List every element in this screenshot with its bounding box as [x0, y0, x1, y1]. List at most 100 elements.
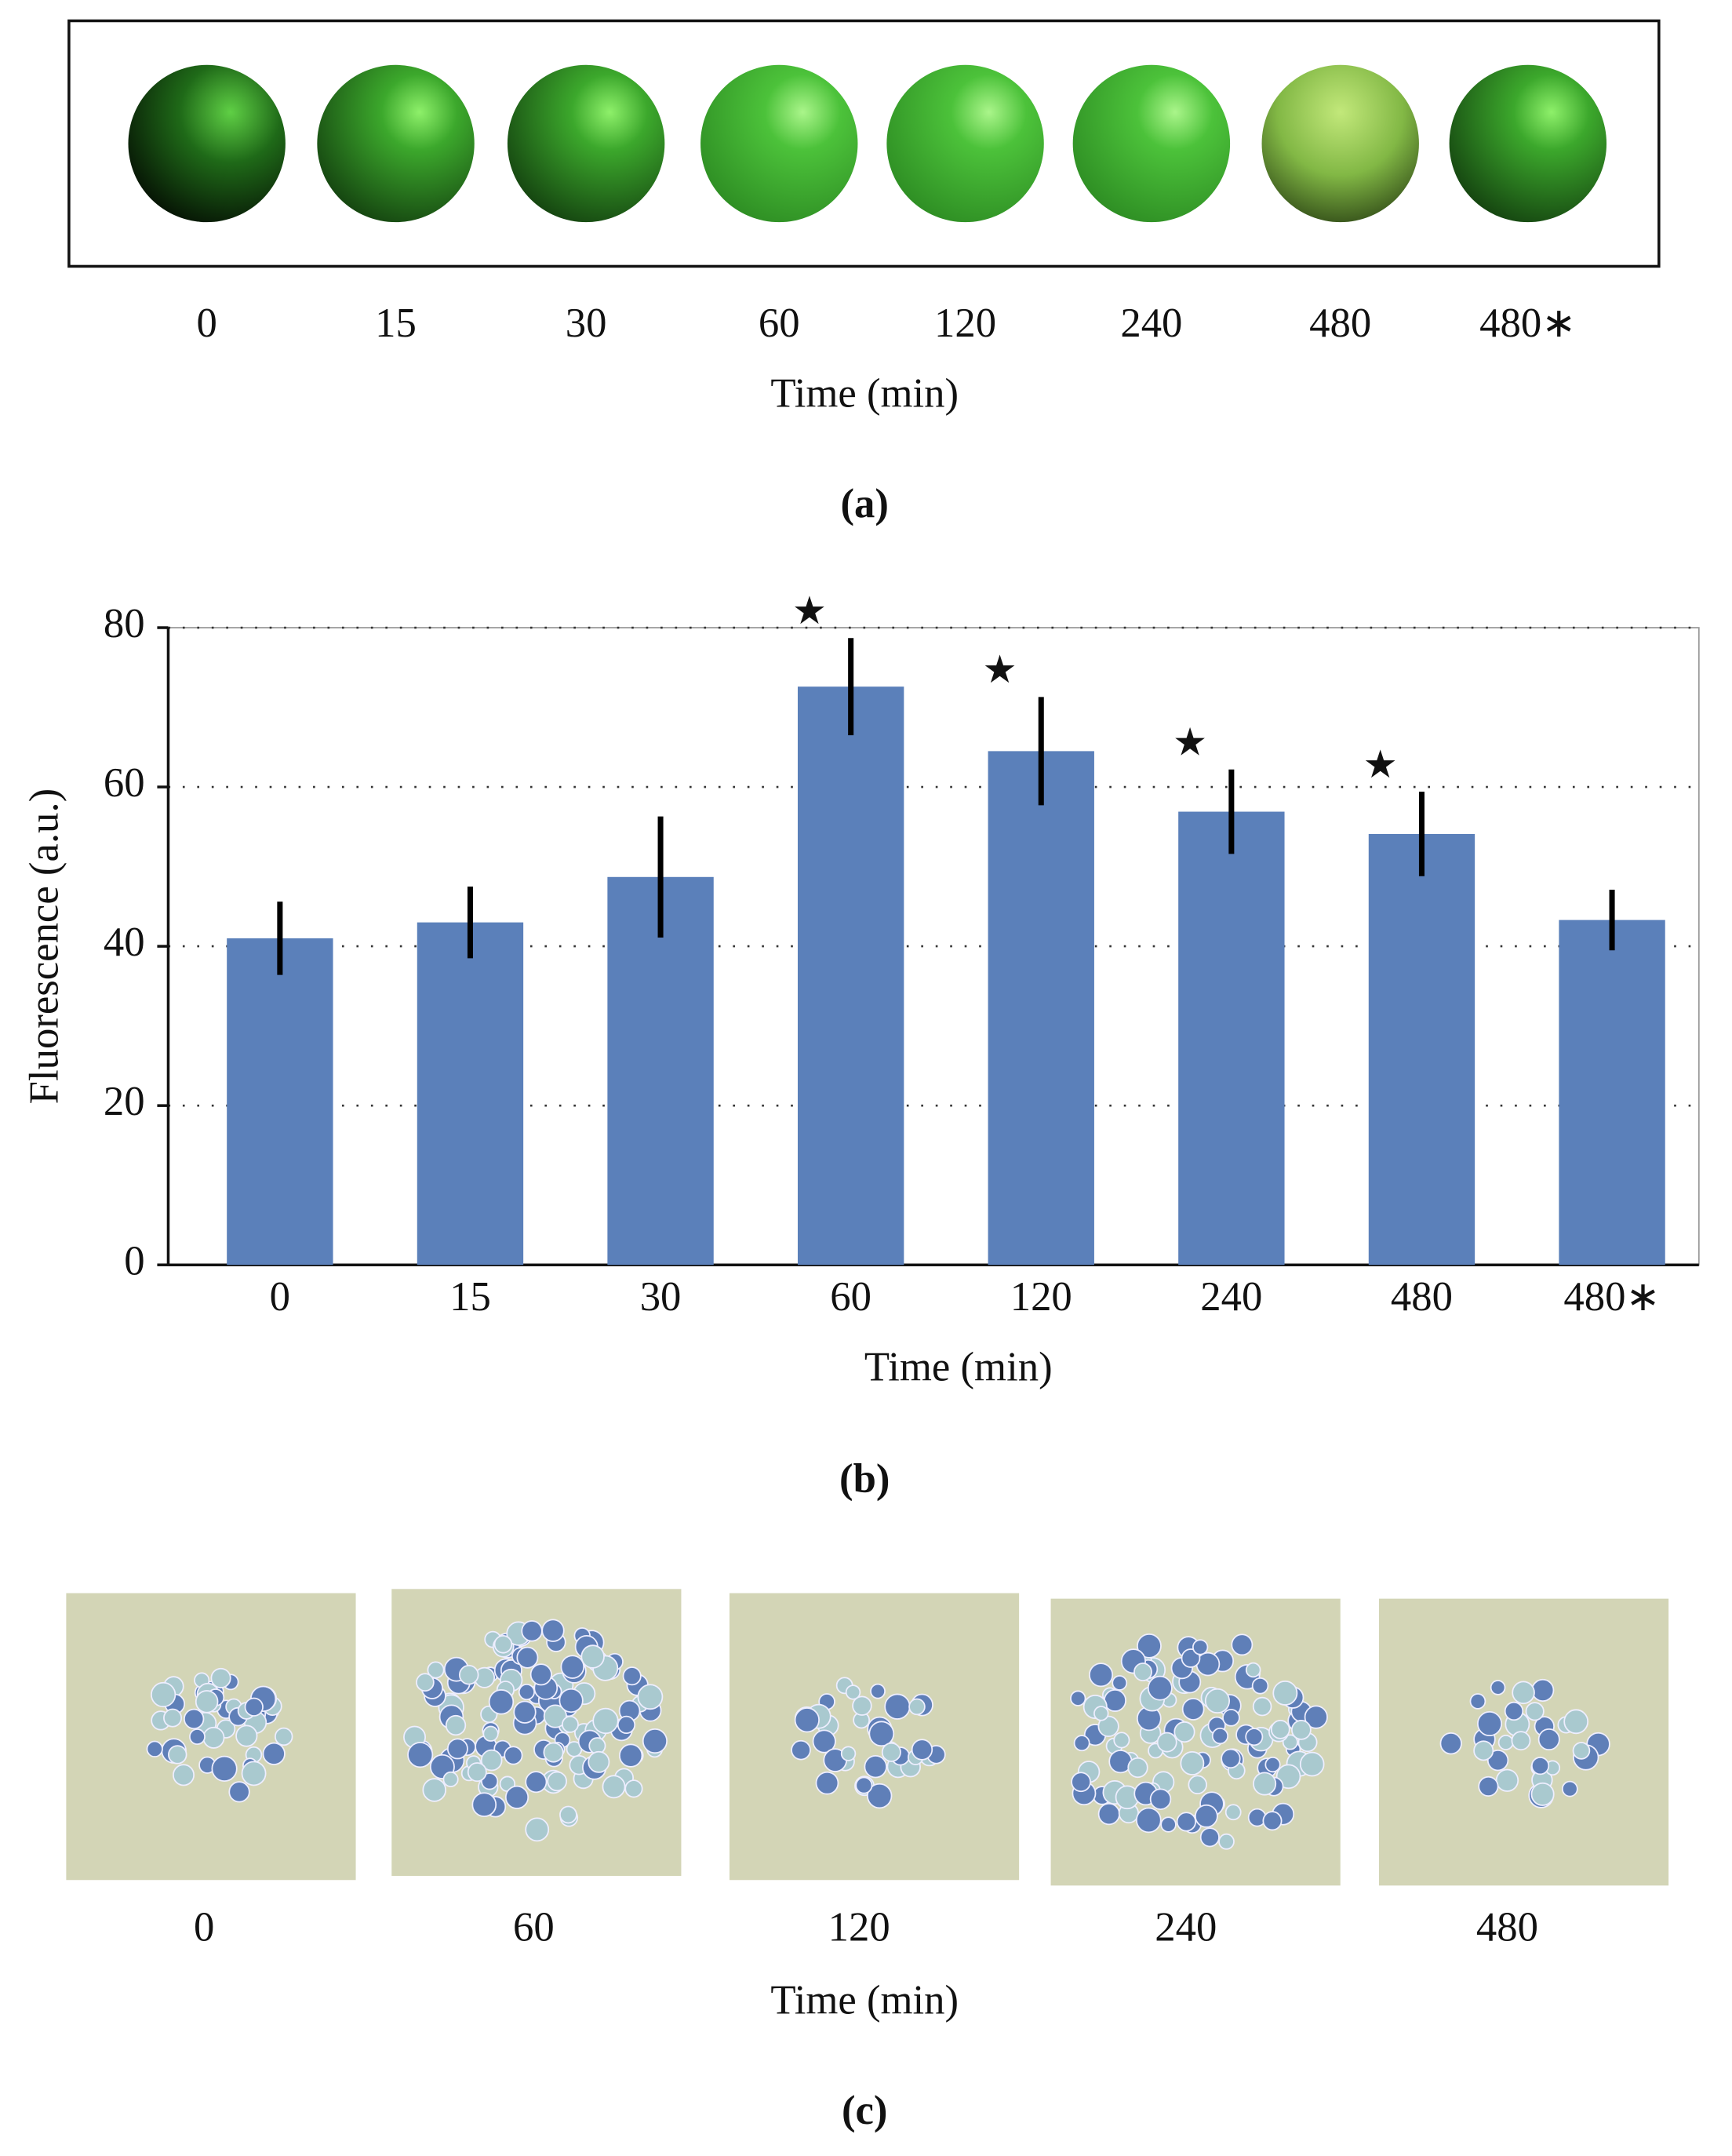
bar: [607, 876, 714, 1266]
cell: [559, 1805, 577, 1824]
caption: (b): [839, 1456, 890, 1502]
cell: [228, 1781, 250, 1803]
cell: [1127, 1757, 1148, 1779]
cell: [163, 1708, 183, 1728]
x-tick-label: 0: [270, 1274, 290, 1320]
cell: [1490, 1680, 1506, 1695]
cell: [1176, 1812, 1196, 1832]
time-label: 60: [513, 1904, 555, 1950]
cell: [1204, 1688, 1231, 1714]
cell: [1224, 1804, 1242, 1821]
cell: [189, 1728, 206, 1746]
cell: [504, 1785, 529, 1809]
cell: [622, 1666, 642, 1686]
cell: [1199, 1827, 1220, 1848]
x-tick-label: 30: [640, 1274, 682, 1320]
cell: [1272, 1681, 1298, 1706]
cell: [146, 1740, 163, 1757]
cell: [642, 1728, 668, 1754]
cell: [562, 1715, 579, 1733]
cell: [1504, 1701, 1524, 1721]
cell: [1262, 1811, 1283, 1831]
cell: [1218, 1833, 1235, 1850]
cell: [1291, 1720, 1312, 1740]
cell: [543, 1742, 564, 1763]
cell: [1304, 1705, 1328, 1729]
y-tick-label: 20: [104, 1079, 145, 1124]
cell: [1525, 1702, 1545, 1721]
time-label: 60: [759, 300, 800, 346]
x-tick-label: 480∗: [1563, 1274, 1660, 1320]
cell: [529, 1663, 552, 1686]
y-tick-label: 80: [104, 601, 145, 646]
cell: [1486, 1749, 1509, 1772]
cell: [1149, 1788, 1172, 1810]
time-label: 480: [1309, 300, 1371, 346]
cell: [1181, 1648, 1201, 1668]
cell: [852, 1695, 872, 1716]
cell: [481, 1772, 499, 1790]
cell: [488, 1689, 515, 1715]
cell: [637, 1684, 664, 1710]
cell: [1478, 1775, 1499, 1797]
bar: [1368, 833, 1475, 1266]
cell: [235, 1724, 258, 1747]
cell: [815, 1771, 839, 1795]
cell: [1572, 1742, 1591, 1760]
micrograph-row: [128, 64, 1607, 223]
cell: [1192, 1639, 1209, 1655]
cell: [1089, 1663, 1114, 1688]
fluorescence-image: [1449, 64, 1607, 223]
cell: [1188, 1775, 1207, 1795]
cell: [617, 1715, 636, 1735]
bar: [1559, 920, 1665, 1266]
cell: [1469, 1693, 1486, 1710]
cell: [624, 1779, 643, 1798]
fluorescence-image: [886, 64, 1044, 223]
x-label: Time (min): [770, 371, 959, 417]
caption: (a): [840, 481, 888, 526]
cell: [445, 1714, 467, 1736]
cell: [482, 1725, 499, 1742]
cell: [1222, 1709, 1240, 1727]
cell: [592, 1707, 619, 1735]
cell: [480, 1749, 503, 1772]
fluorescence-image: [128, 64, 286, 223]
time-label: 30: [566, 300, 607, 346]
cell: [1512, 1681, 1535, 1705]
cell: [588, 1750, 610, 1773]
cell: [840, 1746, 857, 1761]
cell: [602, 1775, 626, 1799]
micrograph-row: [66, 1589, 1669, 1886]
cell: [210, 1667, 231, 1688]
cell: [1070, 1690, 1086, 1706]
y-tick-label: 40: [104, 920, 145, 965]
cell: [560, 1655, 585, 1679]
cell: [1133, 1663, 1152, 1681]
x-tick-label: 15: [449, 1274, 491, 1320]
time-label: 480∗: [1479, 300, 1576, 346]
x-axis-label: Time (min): [864, 1345, 1053, 1390]
cell: [504, 1746, 523, 1765]
cell: [525, 1817, 550, 1842]
cell: [467, 1762, 487, 1783]
cell: [446, 1738, 468, 1760]
cell: [881, 1742, 901, 1762]
cell: [202, 1726, 225, 1749]
cell: [911, 1739, 933, 1761]
cell: [908, 1698, 926, 1716]
cell: [422, 1778, 447, 1802]
time-label: 480: [1476, 1904, 1538, 1950]
cell: [275, 1727, 293, 1746]
cell: [1252, 1696, 1272, 1717]
cell: [1563, 1709, 1589, 1735]
cell: [1136, 1807, 1162, 1834]
cell: [407, 1742, 434, 1768]
cell: [547, 1771, 567, 1792]
cell: [1147, 1675, 1173, 1701]
cell: [513, 1700, 537, 1724]
bar: [227, 938, 333, 1266]
cell: [1253, 1772, 1277, 1796]
cell: [1103, 1688, 1126, 1712]
cell: [855, 1776, 873, 1794]
